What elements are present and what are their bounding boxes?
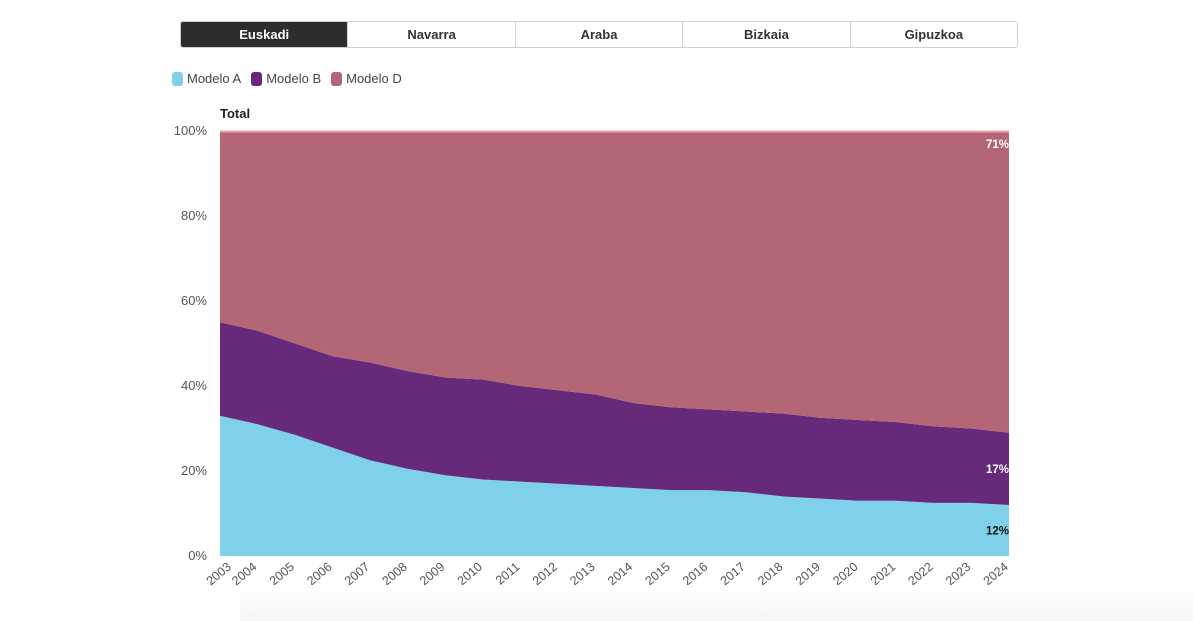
legend-label-modelo-d: Modelo D <box>346 71 402 86</box>
x-tick-label: 2004 <box>229 560 259 589</box>
y-tick-label: 40% <box>181 378 207 393</box>
area-modelo-a <box>220 415 1009 556</box>
x-tick-label: 2008 <box>379 560 409 589</box>
y-tick-label: 80% <box>181 208 207 223</box>
x-tick-label: 2013 <box>567 560 597 589</box>
x-tick-label: 2016 <box>680 560 710 589</box>
chart-title: Total <box>220 106 251 121</box>
legend-item-modelo-b[interactable]: Modelo B <box>251 71 321 86</box>
x-tick-label: 2015 <box>642 560 672 589</box>
x-tick-label: 2014 <box>605 560 635 589</box>
bottom-fade <box>240 585 1193 621</box>
area-modelo-d <box>220 131 1009 433</box>
legend-label-modelo-a: Modelo A <box>187 71 242 86</box>
end-label-modelo-d: 71% <box>986 139 1009 151</box>
legend-swatch-modelo-a <box>172 71 183 86</box>
x-tick-label: 2012 <box>530 560 560 589</box>
x-tick-label: 2007 <box>342 560 372 589</box>
x-tick-label: 2024 <box>981 560 1011 589</box>
legend-item-modelo-a[interactable]: Modelo A <box>172 71 241 86</box>
x-tick-label: 2019 <box>793 560 823 589</box>
tab-navarra[interactable]: Navarra <box>347 22 515 47</box>
y-tick-label: 20% <box>181 463 207 478</box>
tab-araba[interactable]: Araba <box>514 22 683 47</box>
region-tabs: Euskadi Navarra Araba Bizkaia Gipuzkoa <box>180 21 1018 48</box>
area-modelo-b <box>220 322 1009 505</box>
y-tick-label: 100% <box>174 123 208 138</box>
chart-legend: Modelo A Modelo B Modelo D <box>172 71 402 86</box>
legend-swatch-modelo-b <box>251 71 263 86</box>
x-tick-label: 2022 <box>905 560 935 589</box>
tab-gipuzkoa[interactable]: Gipuzkoa <box>849 22 1017 47</box>
x-tick-label: 2023 <box>943 560 973 589</box>
x-tick-label: 2009 <box>417 560 447 589</box>
legend-label-modelo-b: Modelo B <box>266 71 322 86</box>
legend-item-modelo-d[interactable]: Modelo D <box>331 71 402 86</box>
end-label-modelo-b: 17% <box>986 464 1009 476</box>
x-tick-label: 2018 <box>755 560 785 589</box>
tab-euskadi[interactable]: Euskadi <box>181 22 348 47</box>
x-tick-label: 2011 <box>493 560 523 588</box>
x-tick-label: 2020 <box>830 560 860 589</box>
x-tick-label: 2003 <box>204 560 234 589</box>
tab-bizkaia[interactable]: Bizkaia <box>682 22 850 47</box>
x-tick-label: 2010 <box>455 560 485 589</box>
end-label-modelo-a: 12% <box>986 526 1009 538</box>
y-tick-label: 0% <box>188 548 207 563</box>
x-tick-label: 2006 <box>304 560 334 589</box>
y-tick-label: 60% <box>181 293 207 308</box>
legend-swatch-modelo-d <box>331 71 343 86</box>
x-tick-label: 2021 <box>868 560 898 589</box>
x-tick-label: 2017 <box>718 560 748 589</box>
x-tick-label: 2005 <box>267 560 297 589</box>
